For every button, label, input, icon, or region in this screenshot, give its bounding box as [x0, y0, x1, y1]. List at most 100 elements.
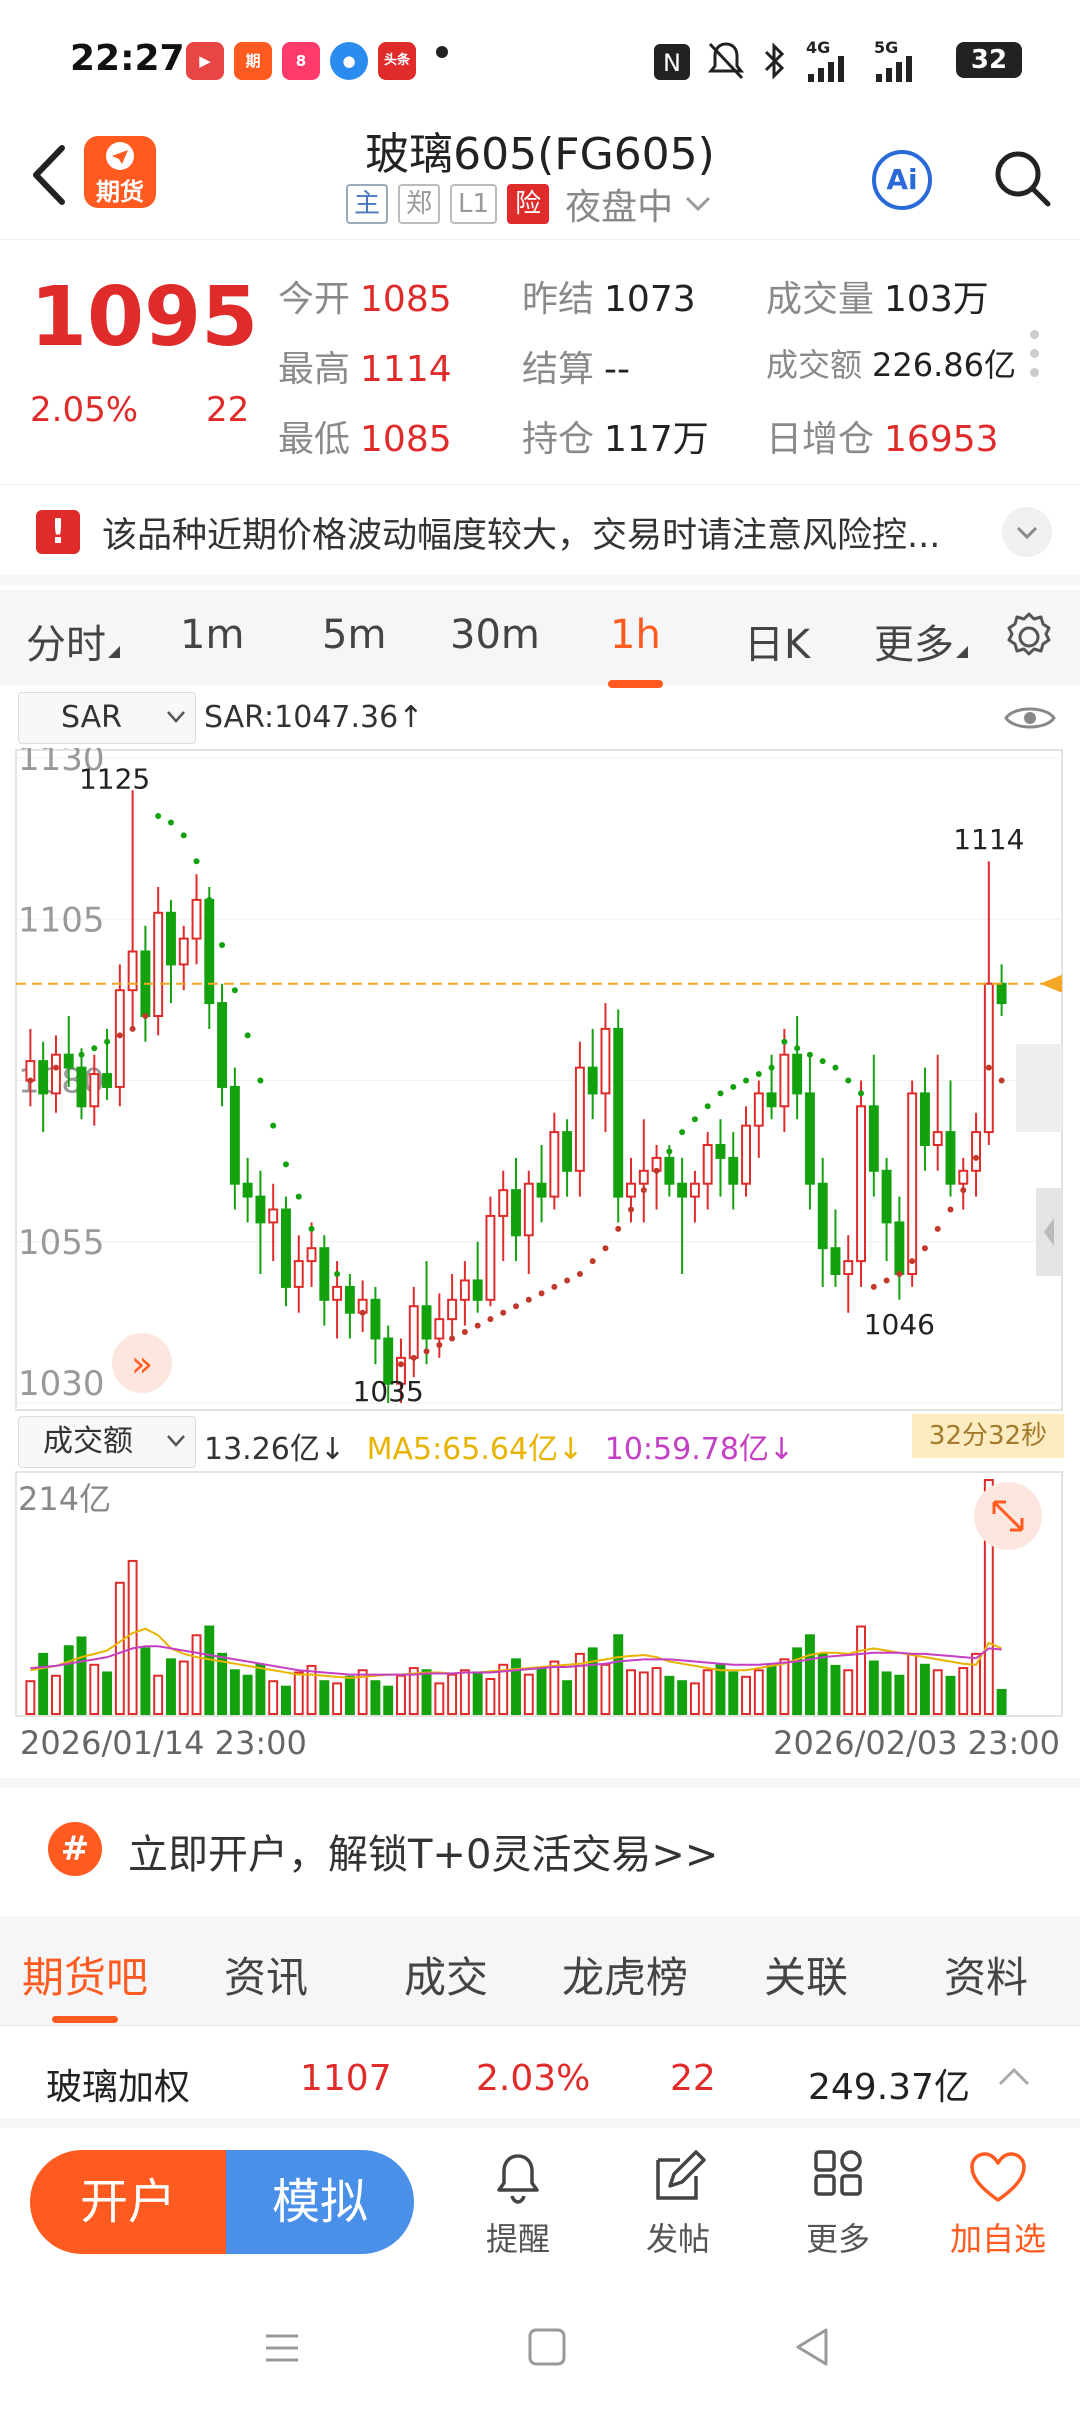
volume-bar — [293, 1671, 304, 1715]
heart-icon — [970, 2152, 1026, 2202]
sar-dot — [858, 1090, 865, 1097]
candle-body — [293, 1260, 304, 1288]
simulate-button[interactable]: 模拟 — [226, 2150, 414, 2254]
tab-futures-forum[interactable]: 期货吧 — [22, 1944, 148, 2023]
fast-forward-button[interactable] — [112, 1333, 172, 1393]
tab-news[interactable]: 资讯 — [224, 1953, 309, 2002]
related-pct: 2.03% — [476, 2058, 591, 2099]
risk-notice[interactable]: ! 该品种近期价格波动幅度较大，交易时请注意风险控... — [0, 485, 1080, 585]
open-account-banner[interactable]: # 立即开户，解锁T+0灵活交易>> — [0, 1778, 1080, 1913]
sar-dot — [500, 1309, 507, 1316]
recent-high-label: 1114 — [953, 823, 1024, 856]
tag-risk[interactable]: 险 — [507, 184, 550, 224]
candle-body — [587, 1066, 598, 1095]
candle-body — [983, 982, 994, 1134]
tab-trades[interactable]: 成交 — [404, 1953, 489, 2002]
gear-icon[interactable] — [1000, 608, 1058, 666]
tab-more[interactable]: 更多 — [874, 612, 968, 670]
sar-dot — [819, 1058, 826, 1065]
sar-dot — [576, 1271, 583, 1277]
related-contract-row[interactable]: 玻璃加权 1107 2.03% 22 249.37亿 — [0, 2028, 1080, 2128]
more-dots-icon[interactable] — [1030, 330, 1040, 387]
back-triangle-icon[interactable] — [792, 2326, 832, 2368]
tab-1h[interactable]: 1h — [608, 612, 663, 688]
volume-bar — [140, 1647, 151, 1715]
add-watchlist-button[interactable]: 加自选 — [938, 2148, 1058, 2260]
open-account-button[interactable]: 开户 — [30, 2150, 226, 2254]
sar-dot — [52, 1064, 59, 1071]
candle-body — [255, 1195, 266, 1224]
menu-icon[interactable] — [262, 2328, 302, 2368]
eye-icon[interactable] — [1004, 700, 1056, 736]
volume-bar — [63, 1645, 74, 1716]
paper-plane-icon — [106, 142, 134, 170]
quote-volume: 成交量 103万 — [766, 279, 989, 320]
active-tab-indicator — [608, 680, 663, 688]
app-icon-futures: 期 — [234, 42, 272, 80]
scroll-handle[interactable] — [1016, 1044, 1062, 1132]
tab-5m[interactable]: 5m — [322, 612, 387, 658]
more-button[interactable]: 更多 — [778, 2148, 898, 2260]
tab-related[interactable]: 关联 — [764, 1953, 849, 2002]
volume-bar — [383, 1685, 394, 1716]
volume-bar — [792, 1647, 803, 1715]
candle-body — [574, 1066, 585, 1172]
expand-notice-button[interactable] — [1002, 507, 1052, 557]
chevron-down-icon — [167, 711, 185, 723]
post-button[interactable]: 发帖 — [618, 2148, 738, 2260]
candle-body — [562, 1131, 573, 1172]
battery-icon: 32 — [956, 42, 1022, 78]
tab-daily-k[interactable]: 日K — [744, 622, 811, 668]
volume-bar — [549, 1660, 560, 1716]
volume-bar — [89, 1663, 100, 1715]
chevron-up-icon[interactable] — [996, 2064, 1032, 2088]
volume-bar — [651, 1667, 662, 1715]
volume-bar — [677, 1680, 688, 1715]
volume-bar — [894, 1674, 905, 1715]
volume-bar — [229, 1669, 240, 1716]
y-tick-label: 1055 — [18, 1223, 105, 1263]
volume-chart[interactable]: 214亿 — [0, 1470, 1080, 1720]
candle-body — [370, 1298, 381, 1340]
volume-bar — [766, 1664, 777, 1715]
volume-bar — [281, 1685, 291, 1716]
sar-dot — [436, 1341, 443, 1348]
chevron-down-icon[interactable] — [683, 194, 713, 214]
volume-bar — [319, 1680, 330, 1715]
period-tabs: 分时 1m 5m 30m 1h 日K 更多 — [0, 590, 1080, 688]
sar-dot — [116, 1032, 123, 1039]
candle-body — [89, 1073, 100, 1108]
chevron-left-icon — [1044, 1218, 1054, 1246]
tab-intraday[interactable]: 分时 — [26, 612, 120, 670]
sar-dot — [359, 1309, 366, 1316]
related-change: 22 — [670, 2058, 716, 2099]
quote-high: 最高 1114 — [278, 349, 452, 390]
indicator-select[interactable]: SAR — [18, 692, 196, 744]
volume-bar — [217, 1652, 228, 1716]
session-status[interactable]: 夜盘中 — [565, 187, 674, 228]
sar-dot — [461, 1329, 468, 1336]
volume-bar — [396, 1674, 406, 1715]
sar-dot — [334, 1271, 341, 1277]
tab-profile[interactable]: 资料 — [944, 1953, 1029, 2002]
volume-indicator-select[interactable]: 成交额 — [18, 1416, 196, 1468]
tab-1m[interactable]: 1m — [180, 612, 245, 658]
sar-dot — [193, 858, 200, 865]
candle-body — [856, 1105, 867, 1263]
sar-dot — [538, 1290, 545, 1297]
search-icon[interactable] — [990, 146, 1054, 210]
tab-top-list[interactable]: 龙虎榜 — [562, 1953, 689, 2002]
contract-tags: 主 郑 L1 险 夜盘中 — [346, 178, 713, 230]
ai-assistant-button[interactable]: Ai — [872, 150, 932, 210]
sar-dot — [91, 1045, 98, 1052]
tab-30m[interactable]: 30m — [450, 612, 540, 658]
change-percent: 2.05% — [30, 390, 139, 430]
last-price-marker-icon — [1040, 974, 1062, 993]
reminder-button[interactable]: 提醒 — [458, 2148, 578, 2260]
back-arrow-icon[interactable] — [26, 140, 76, 210]
volume-bar — [76, 1636, 87, 1715]
network-type-1: 4G — [806, 38, 831, 57]
sar-dot — [730, 1083, 737, 1090]
home-icon[interactable] — [526, 2326, 568, 2368]
